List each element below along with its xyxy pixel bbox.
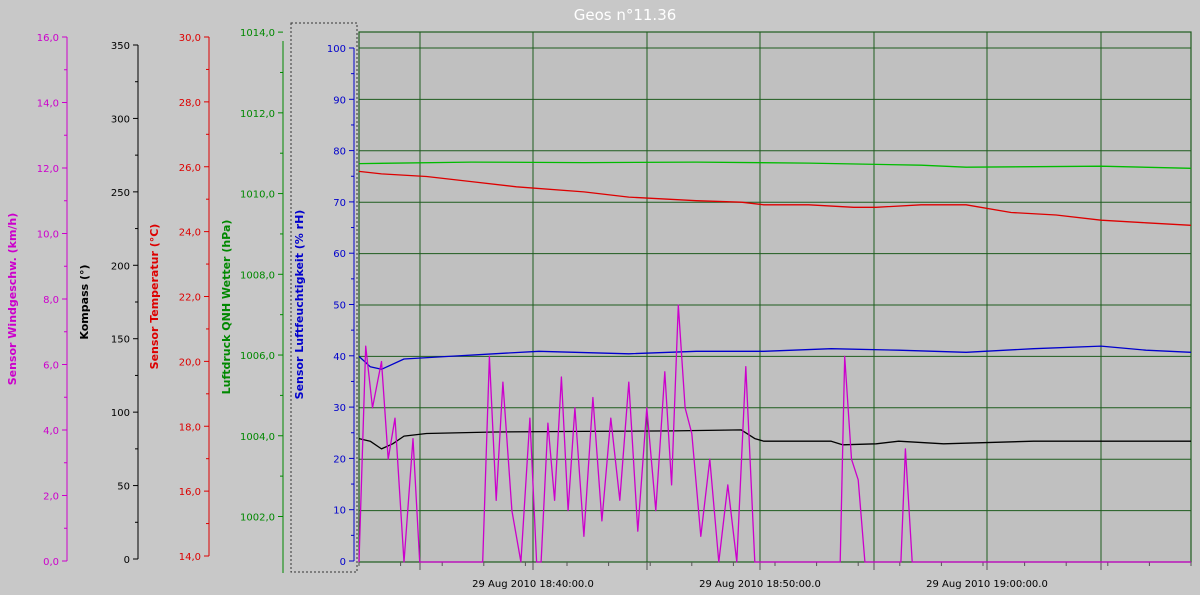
series-line-3	[358, 429, 1191, 450]
y-tick-label: 50	[117, 482, 130, 493]
humidity-axis-frame	[290, 22, 358, 573]
series-line-1	[358, 170, 1192, 226]
y-tick-label: 30,0	[179, 33, 201, 44]
series-line-4	[358, 304, 1191, 563]
y-tick-label: 100	[327, 44, 346, 55]
x-tick-label: 29 Aug 2010 18:40:00.0	[472, 579, 594, 590]
y-tick-label: 16,0	[37, 33, 59, 44]
y-axis-label: Kompass (°)	[78, 264, 91, 339]
y-axis-label: Sensor Temperatur (°C)	[148, 224, 161, 370]
plot-area	[358, 31, 1192, 563]
y-axis-temp: 14,0 16,0 18,0 20,0 22,0 24,0 26,0 28,0 30,0 Sens…	[148, 33, 210, 563]
y-tick-label: 300	[111, 114, 130, 125]
y-tick-label: 100	[111, 408, 130, 419]
y-tick-label: 24,0	[179, 228, 201, 239]
y-tick-label: 10,0	[37, 230, 59, 241]
series-group	[358, 161, 1192, 563]
y-tick-label: 1006,0	[240, 351, 275, 362]
y-tick-label: 0	[124, 555, 130, 566]
series-line-2	[358, 345, 1192, 370]
y-tick-label: 0,0	[43, 557, 59, 568]
y-axis-kompass: 0 50 100 150 200 250 300 350 Kompass (°)	[78, 41, 139, 566]
y-tick-label: 20	[333, 454, 346, 465]
y-tick-label: 18,0	[179, 422, 201, 433]
y-axis-pressure: 1002,0 1004,0 1006,0 1008,0 1010,0 1012,0 1014…	[220, 28, 284, 573]
y-axes: 0,0 2,0 4,0 6,0 8,0 10,0 12,0 14,0 16,0 Sensor Wi…	[6, 28, 355, 573]
x-tick-label: 29 Aug 2010 19:00:00.0	[926, 579, 1048, 590]
y-axis-wind: 0,0 2,0 4,0 6,0 8,0 10,0 12,0 14,0 16,0 Sensor Wi…	[6, 33, 68, 568]
y-tick-label: 250	[111, 188, 130, 199]
y-tick-label: 200	[111, 261, 130, 272]
series-line-0	[358, 161, 1192, 169]
y-axis-label: Sensor Windgeschw. (km/h)	[6, 213, 19, 386]
y-tick-label: 30	[333, 403, 346, 414]
y-tick-label: 1004,0	[240, 432, 275, 443]
y-tick-label: 350	[111, 41, 130, 52]
y-tick-label: 8,0	[43, 295, 59, 306]
y-axis-humidity: 0 10 20 30 40 50 60 70 80 90 100 Sensor Luftfeuchti…	[293, 44, 355, 568]
y-tick-label: 1014,0	[240, 28, 275, 39]
y-tick-label: 28,0	[179, 98, 201, 109]
y-tick-label: 14,0	[37, 99, 59, 110]
y-tick-label: 2,0	[43, 492, 59, 503]
y-tick-label: 150	[111, 335, 130, 346]
y-tick-label: 90	[333, 95, 346, 106]
y-tick-label: 22,0	[179, 293, 201, 304]
x-axis: 29 Aug 2010 18:40:00.0 29 Aug 2010 18:50:…	[358, 562, 1192, 590]
y-tick-label: 1010,0	[240, 190, 275, 201]
y-tick-label: 10	[333, 506, 346, 517]
y-tick-label: 50	[333, 301, 346, 312]
y-tick-label: 12,0	[37, 164, 59, 175]
y-tick-label: 40	[333, 352, 346, 363]
y-tick-label: 14,0	[179, 552, 201, 563]
y-tick-label: 26,0	[179, 163, 201, 174]
y-tick-label: 1002,0	[240, 512, 275, 523]
y-tick-label: 0	[340, 557, 346, 568]
y-tick-label: 80	[333, 147, 346, 158]
y-axis-label: Sensor Luftfeuchtigkeit (% rH)	[293, 210, 306, 400]
y-tick-label: 16,0	[179, 487, 201, 498]
x-tick-label: 29 Aug 2010 18:50:00.0	[699, 579, 821, 590]
y-tick-label: 20,0	[179, 357, 201, 368]
y-tick-label: 6,0	[43, 361, 59, 372]
y-tick-label: 60	[333, 249, 346, 260]
y-tick-label: 70	[333, 198, 346, 209]
y-tick-label: 1008,0	[240, 270, 275, 281]
y-axis-label: Luftdruck QNH Wetter (hPa)	[220, 220, 233, 395]
y-tick-label: 4,0	[43, 426, 59, 437]
y-tick-label: 1012,0	[240, 109, 275, 120]
chart-title: Geos n°11.36	[574, 6, 677, 24]
